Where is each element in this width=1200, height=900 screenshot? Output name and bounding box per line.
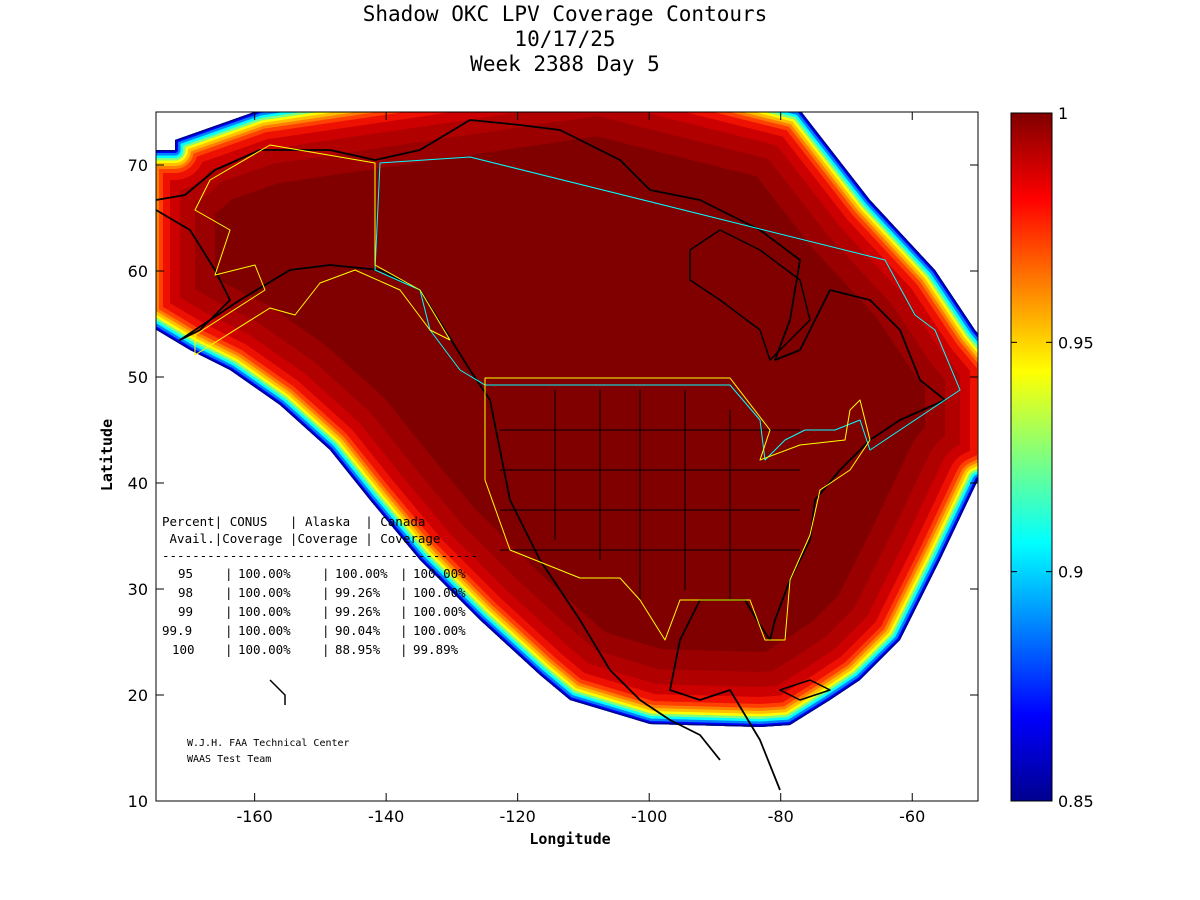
- table-separator: |: [400, 623, 408, 638]
- colorbar-tick-label: 0.85: [1058, 792, 1094, 811]
- table-cell-conus: 100.00%: [238, 604, 291, 619]
- x-tick-label: -140: [368, 807, 404, 826]
- canada-region-boundary: [374, 156, 961, 461]
- table-header-1: Percent| CONUS | Alaska | Canada: [162, 514, 425, 529]
- table-separator: |: [400, 566, 408, 581]
- table-separator: |: [322, 585, 330, 600]
- y-tick-label: 60: [128, 262, 148, 281]
- coverage-table: Percent| CONUS | Alaska | Canada Avail.|…: [162, 514, 478, 657]
- x-tick-label: -80: [768, 807, 794, 826]
- y-tick-label: 40: [128, 474, 148, 493]
- table-separator: |: [225, 642, 233, 657]
- table-separator: |: [322, 604, 330, 619]
- table-cell-canada: 99.89%: [413, 642, 459, 657]
- table-separator: |: [225, 566, 233, 581]
- credit-line-2: WAAS Test Team: [187, 754, 271, 765]
- table-separator: |: [322, 642, 330, 657]
- cuba-outline: [779, 679, 831, 701]
- table-cell-conus: 100.00%: [238, 642, 291, 657]
- table-cell-conus: 100.00%: [238, 566, 291, 581]
- table-cell-avail: 95: [178, 566, 193, 581]
- table-separator: |: [225, 623, 233, 638]
- x-tick-label: -100: [631, 807, 667, 826]
- y-axis-label: Latitude: [98, 419, 116, 491]
- x-axis-label: Longitude: [529, 830, 610, 848]
- table-cell-canada: 100.00%: [413, 585, 466, 600]
- x-tick-label: -60: [899, 807, 925, 826]
- plot-frame: [155, 111, 979, 802]
- table-divider: ----------------------------------------…: [162, 548, 478, 563]
- table-cell-avail: 100: [172, 642, 195, 657]
- colorbar-tick-label: 0.95: [1058, 333, 1094, 352]
- credit-line-1: W.J.H. FAA Technical Center: [187, 738, 350, 749]
- hudson-bay-outline: [689, 229, 811, 361]
- chart-title: Shadow OKC LPV Coverage Contours 10/17/2…: [0, 2, 1130, 77]
- hawaii-outline: [269, 679, 286, 705]
- colorbar-ticks: 1 0.95 0.9 0.85: [1011, 104, 1094, 811]
- title-line-1: Shadow OKC LPV Coverage Contours: [362, 2, 768, 26]
- alaska-region-boundary: [194, 144, 451, 356]
- table-separator: |: [322, 566, 330, 581]
- table-cell-canada: 100.00%: [413, 623, 466, 638]
- table-separator: |: [225, 604, 233, 619]
- table-cell-avail: 99: [178, 604, 193, 619]
- title-line-date: 10/17/25: [514, 27, 616, 51]
- table-separator: |: [400, 585, 408, 600]
- map-area: [156, 112, 978, 791]
- table-separator: |: [400, 642, 408, 657]
- y-tick-label: 30: [128, 580, 148, 599]
- axes: -160 -140 -120 -100 -80 -60 10 20 30 40 50 60 70: [128, 112, 978, 826]
- coastline-west: [156, 209, 721, 761]
- coverage-contours: [156, 112, 978, 727]
- y-tick-label: 10: [128, 792, 148, 811]
- y-tick-label: 50: [128, 368, 148, 387]
- table-cell-alaska: 99.26%: [335, 604, 381, 619]
- table-cell-alaska: 99.26%: [335, 585, 381, 600]
- table-cell-conus: 100.00%: [238, 623, 291, 638]
- table-cell-alaska: 100.00%: [335, 566, 388, 581]
- table-cell-alaska: 90.04%: [335, 623, 381, 638]
- table-cell-avail: 98: [178, 585, 193, 600]
- table-cell-canada: 100.00%: [413, 604, 466, 619]
- table-cell-conus: 100.00%: [238, 585, 291, 600]
- table-separator: |: [322, 623, 330, 638]
- table-cell-canada: 100.00%: [413, 566, 466, 581]
- coverage-contour-band: [156, 112, 978, 727]
- conus-region-boundary: [484, 377, 871, 641]
- y-tick-label: 70: [128, 156, 148, 175]
- colorbar: [1010, 112, 1053, 802]
- table-cell-avail: 99.9: [162, 623, 192, 638]
- table-cell-alaska: 88.95%: [335, 642, 381, 657]
- table-separator: |: [225, 585, 233, 600]
- map-outlines: [156, 119, 961, 791]
- y-tick-label: 20: [128, 686, 148, 705]
- colorbar-tick-label: 0.9: [1058, 563, 1083, 582]
- x-tick-label: -160: [236, 807, 272, 826]
- table-separator: |: [400, 604, 408, 619]
- colorbar-tick-label: 1: [1058, 104, 1068, 123]
- coverage-core: [156, 112, 978, 727]
- table-header-2: Avail.|Coverage |Coverage | Coverage: [162, 531, 440, 546]
- title-line-week: Week 2388 Day 5: [470, 52, 660, 76]
- x-tick-label: -120: [500, 807, 536, 826]
